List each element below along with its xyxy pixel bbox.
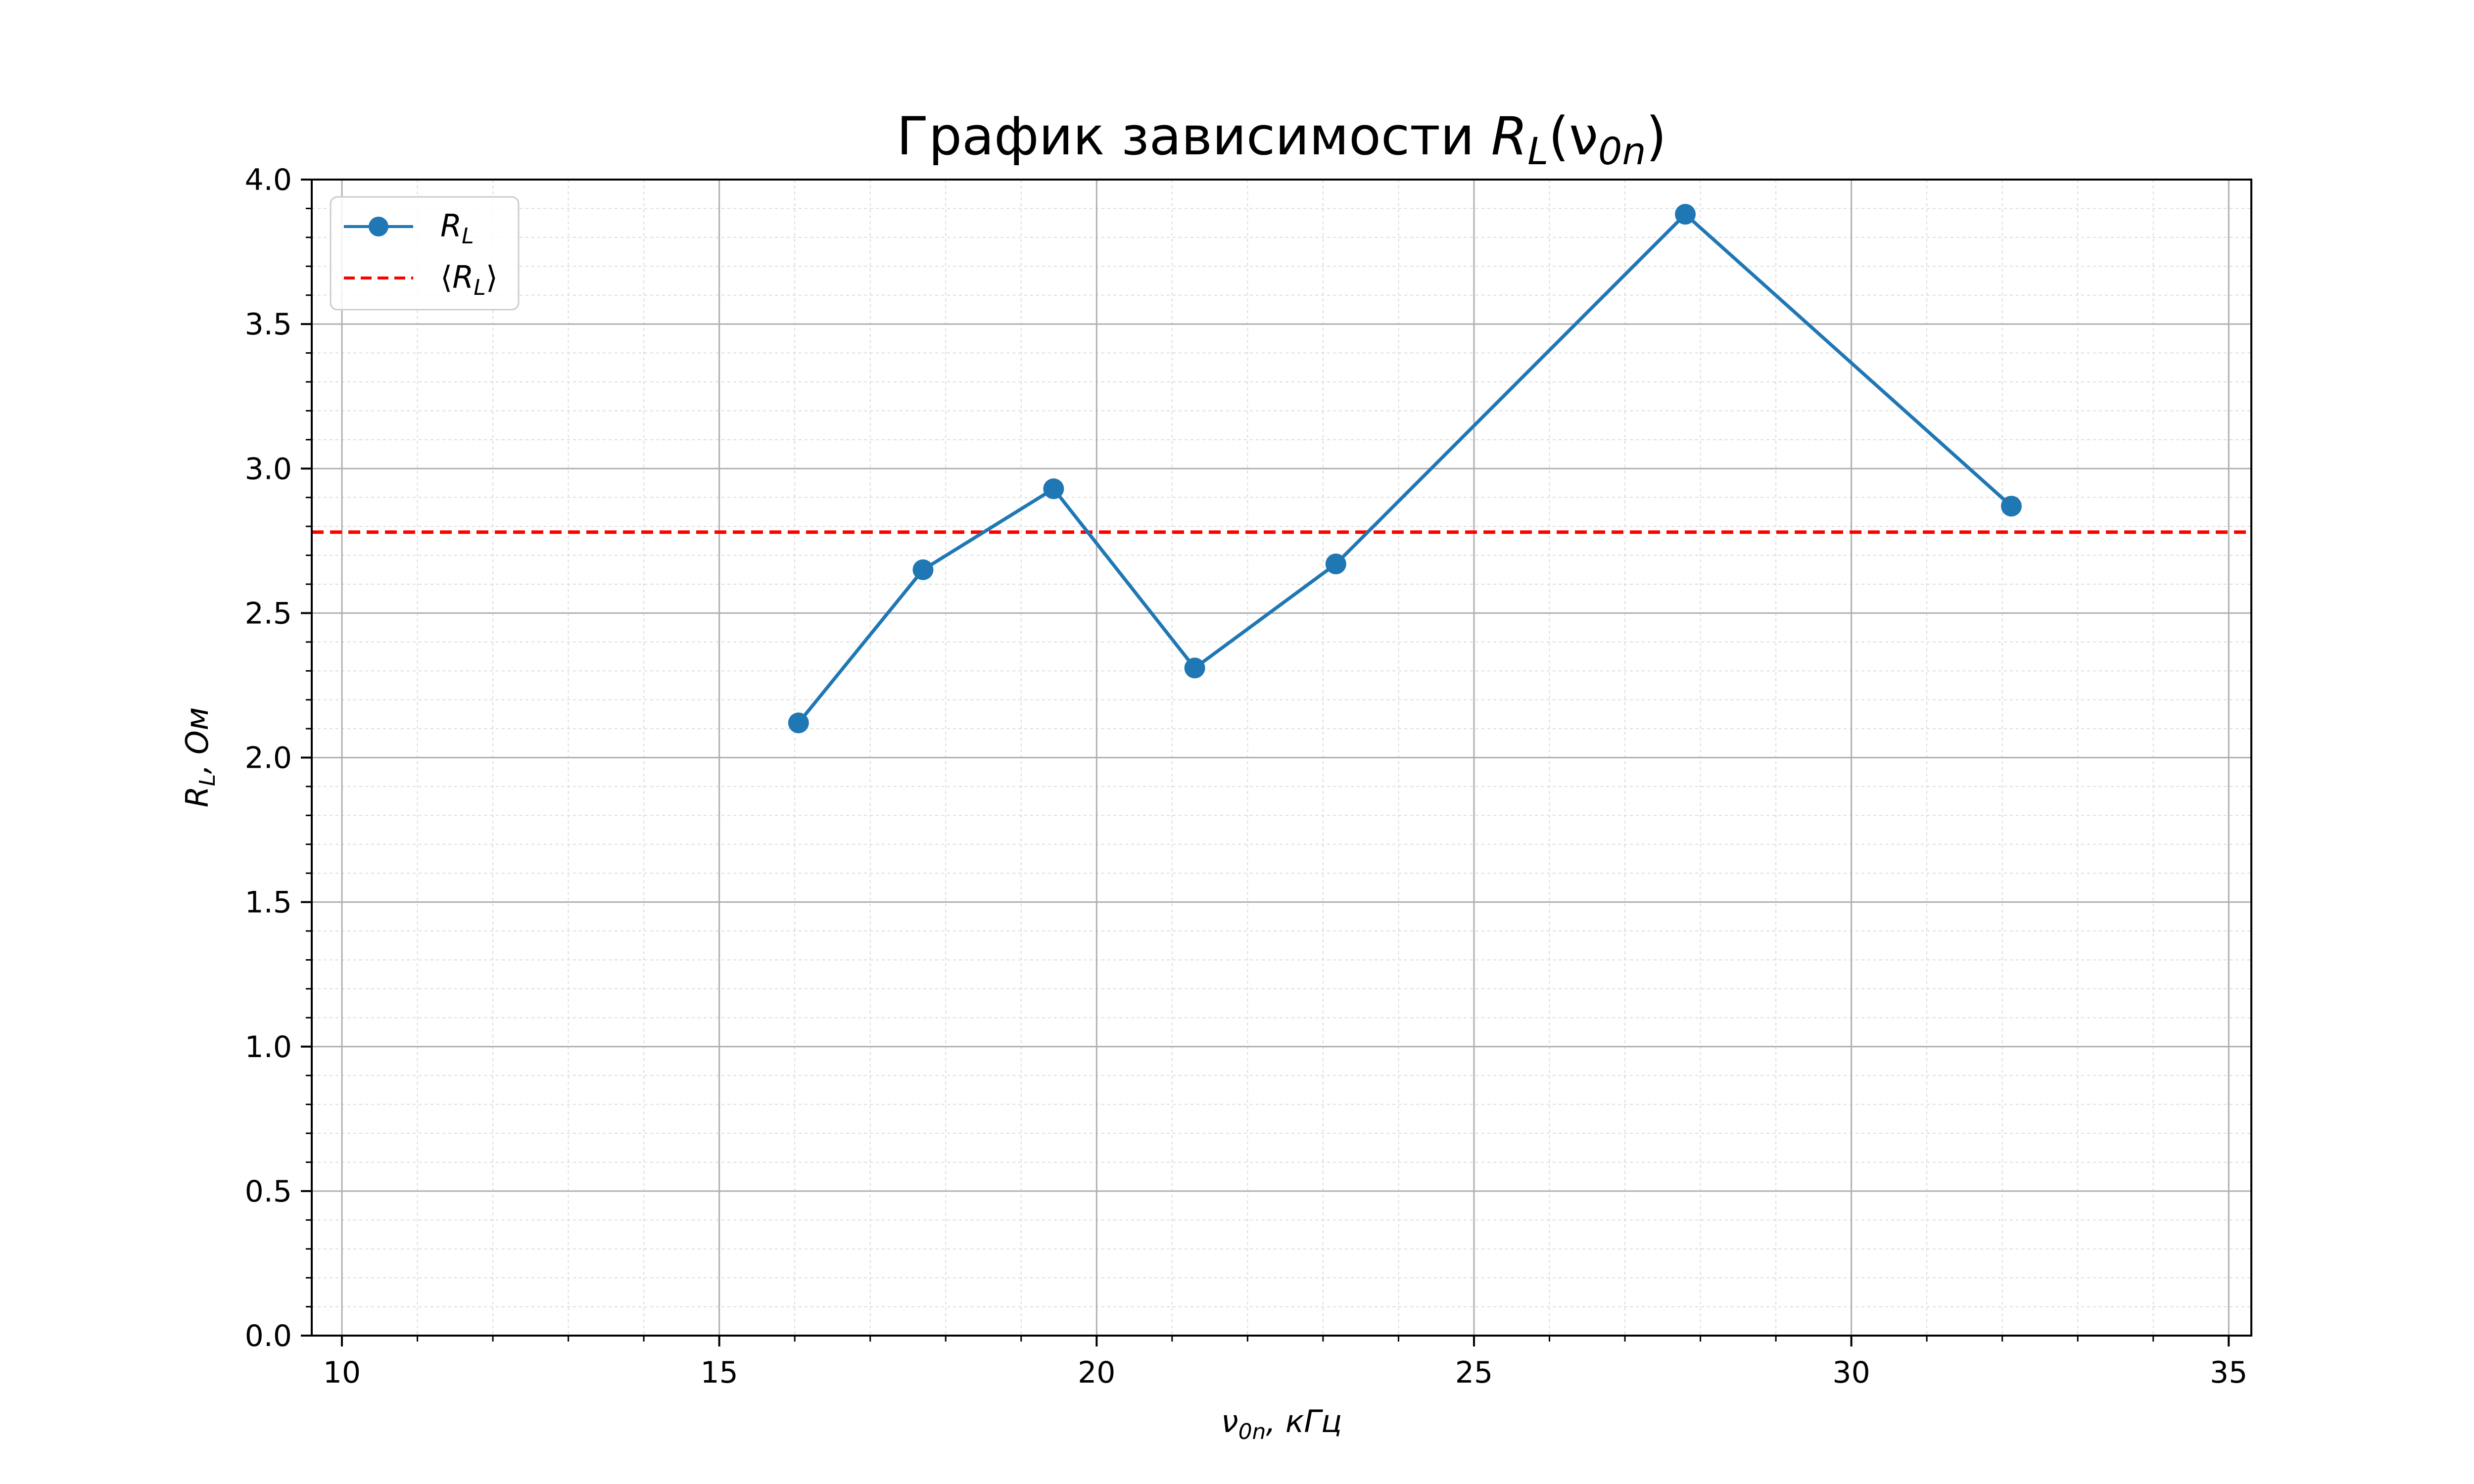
y-tick-label: 1.5 [245, 885, 292, 920]
y-tick-label: 2.5 [245, 596, 292, 631]
major-grid [312, 180, 2251, 1336]
legend-label-series: RL [440, 208, 474, 249]
y-axis: 0.0 0.5 1.0 1.5 2.0 2.5 3.0 3.5 4.0 [245, 163, 312, 1353]
data-point [912, 559, 934, 580]
legend-marker-series [369, 217, 388, 236]
x-tick-label: 25 [1455, 1355, 1493, 1390]
x-axis: 10 15 20 25 30 35 [323, 1336, 2247, 1390]
y-tick-label: 0.5 [245, 1174, 292, 1209]
x-axis-label: ν0n, кГц [1221, 1403, 1342, 1444]
chart-title: График зависимости RL(ν0n) [897, 106, 1666, 173]
y-tick-label: 0.0 [245, 1319, 292, 1353]
data-point [1325, 554, 1346, 575]
x-tick-label: 20 [1078, 1355, 1115, 1390]
data-point [788, 712, 809, 734]
y-tick-label: 1.0 [245, 1030, 292, 1065]
plot-area [312, 204, 2251, 734]
data-point [1043, 478, 1064, 500]
y-tick-label: 3.5 [245, 307, 292, 342]
y-tick-label: 4.0 [245, 163, 292, 197]
x-tick-label: 10 [323, 1355, 361, 1390]
data-point [1184, 657, 1205, 679]
data-point [2000, 496, 2022, 517]
y-tick-label: 2.0 [245, 741, 292, 776]
x-tick-label: 30 [1832, 1355, 1870, 1390]
y-tick-label: 3.0 [245, 452, 292, 486]
data-point [1675, 204, 1696, 225]
x-tick-label: 35 [2210, 1355, 2247, 1390]
x-tick-label: 15 [700, 1355, 738, 1390]
legend: RL ⟨RL⟩ [330, 196, 520, 311]
legend-label-mean: ⟨RL⟩ [440, 259, 498, 300]
y-axis-label: RL, Ом [179, 707, 220, 808]
